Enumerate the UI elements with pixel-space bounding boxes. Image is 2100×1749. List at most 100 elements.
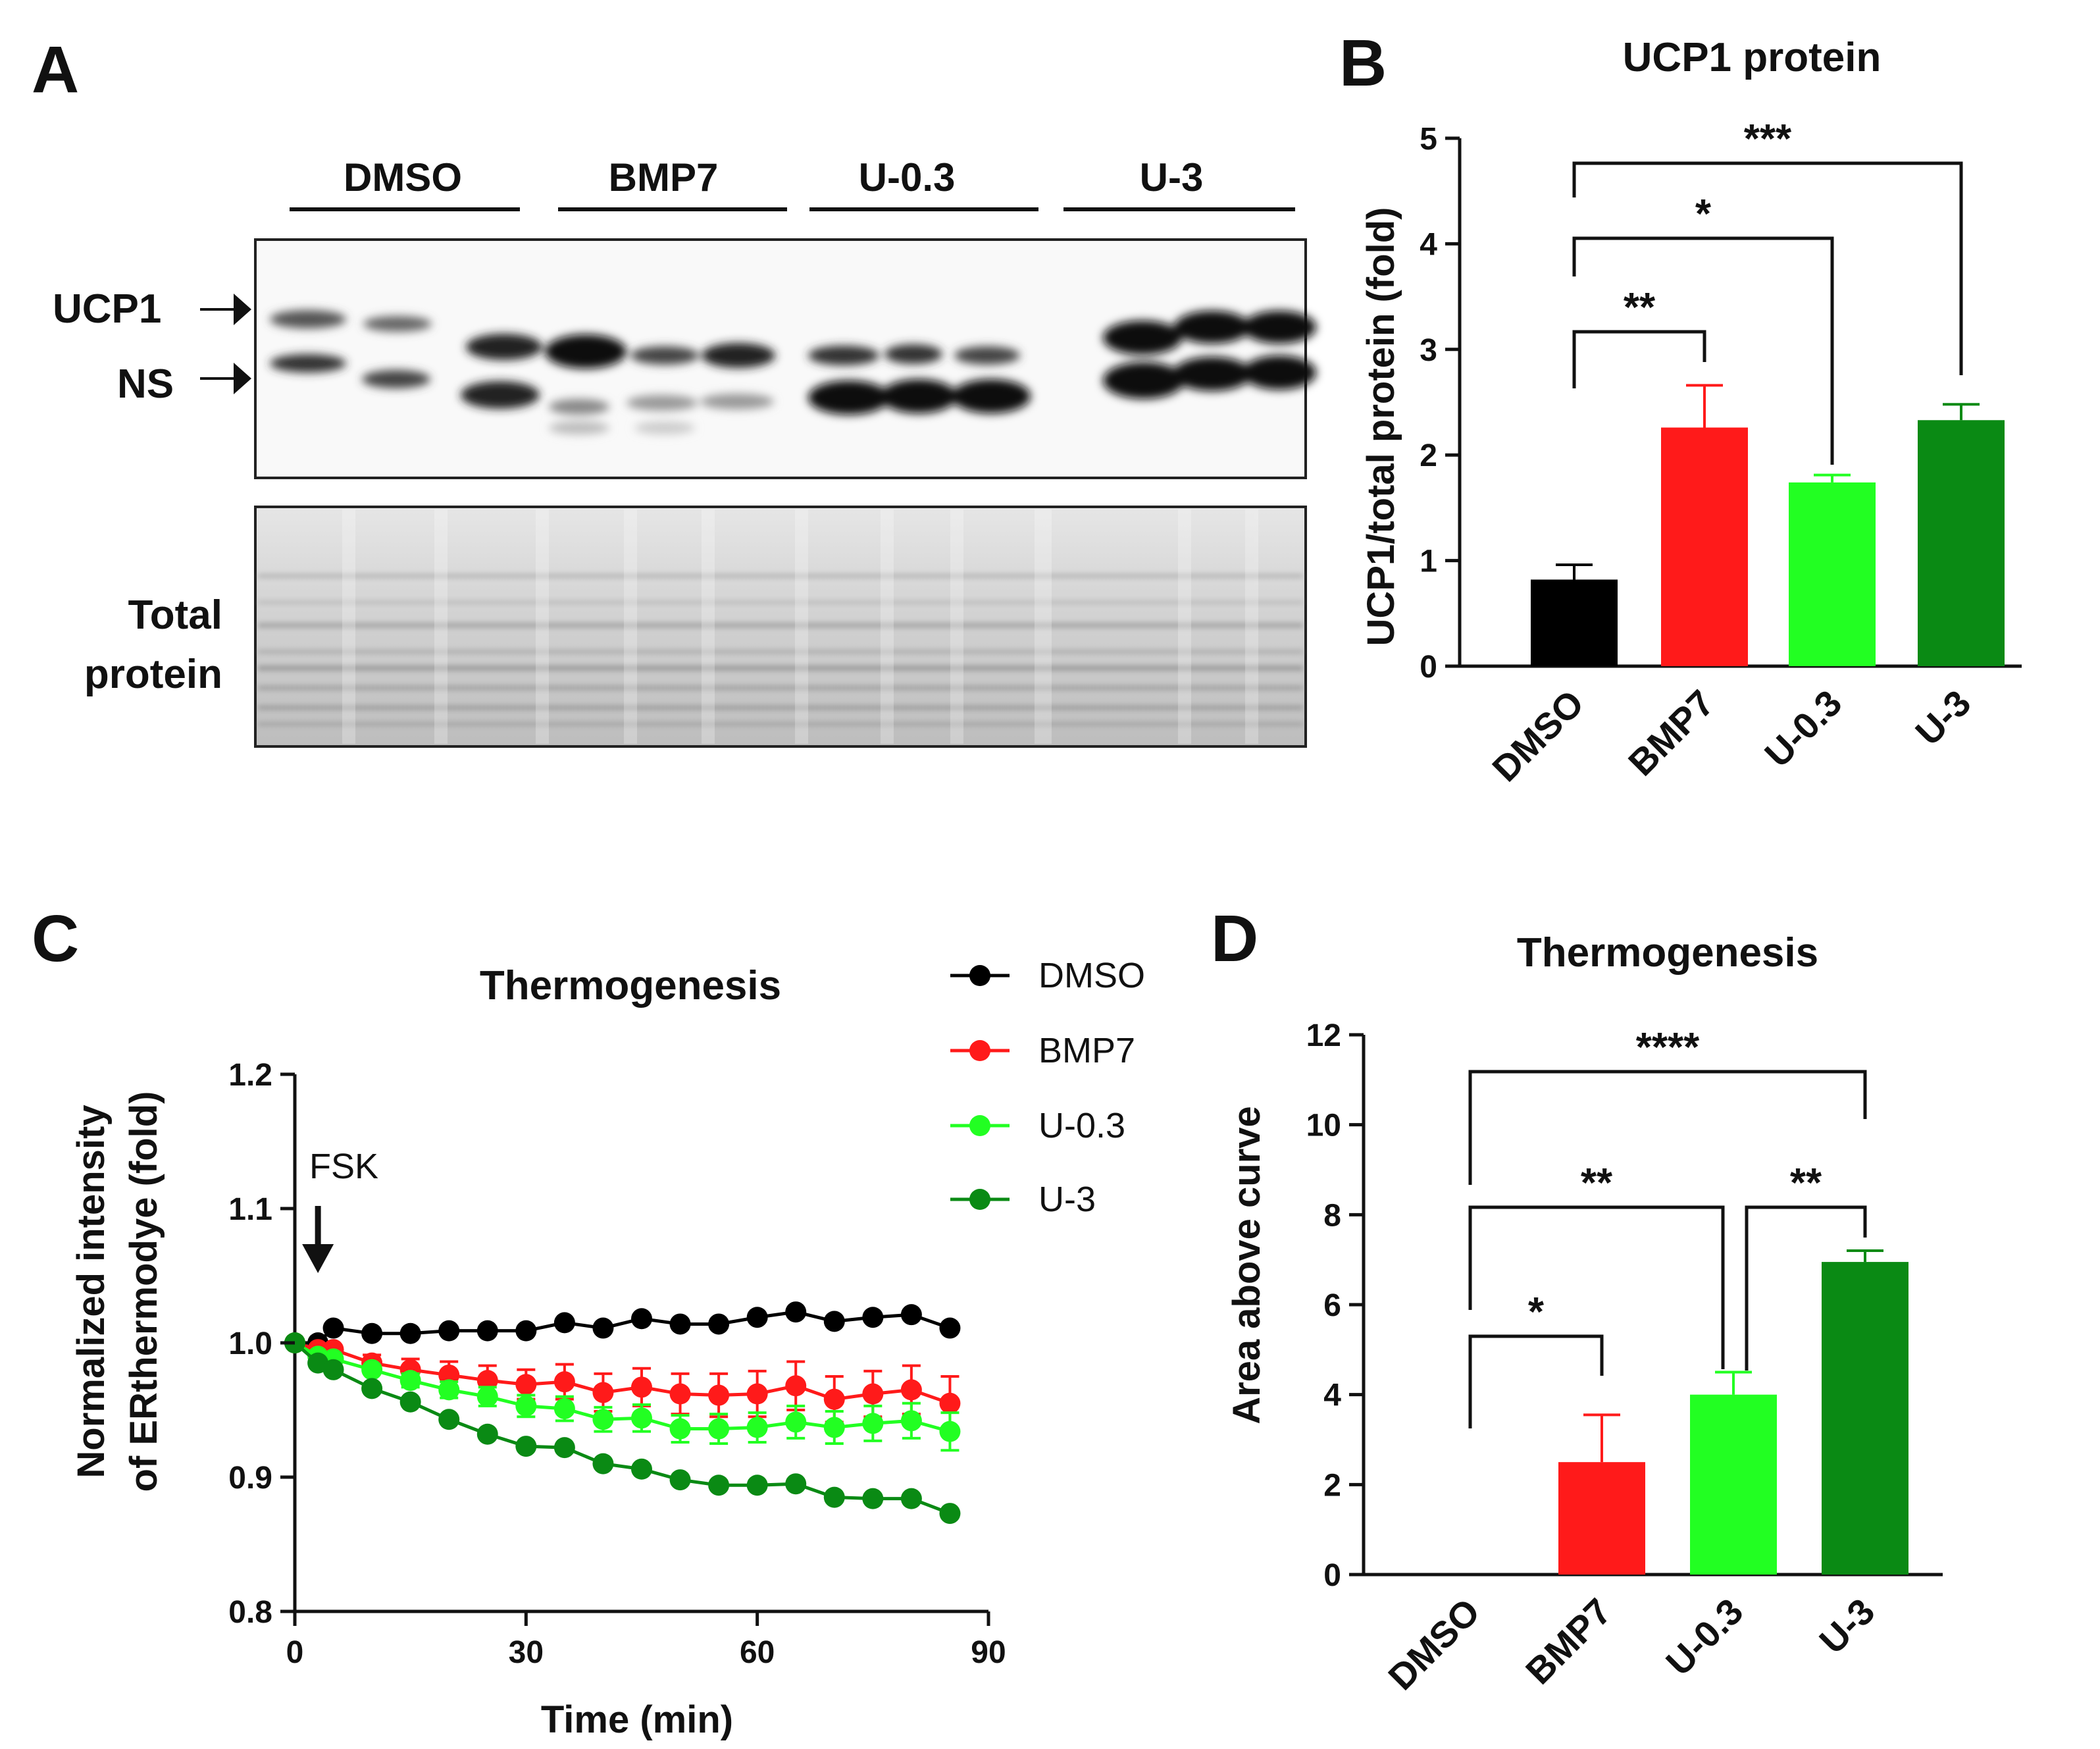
c-point-u03: [361, 1359, 383, 1380]
c-point-u03: [592, 1409, 614, 1430]
chart-c-xlabel: Time (min): [541, 1698, 733, 1741]
b-ytick-label: 1: [1420, 544, 1437, 579]
d-category-u03: U-0.3: [1658, 1590, 1751, 1683]
d-ytick-label: 2: [1323, 1468, 1341, 1503]
total-protein-bands: [258, 574, 1303, 726]
d-sig-label: **: [1581, 1161, 1613, 1206]
c-point-dmso: [361, 1322, 383, 1344]
b-category-dmso: DMSO: [1484, 682, 1591, 789]
chart-c-ylabel-2: of ERthermodye (fold): [122, 1091, 165, 1492]
d-ytick-label: 8: [1323, 1198, 1341, 1233]
c-series-dmso: [284, 1301, 961, 1353]
c-legend-marker-u03: [969, 1115, 990, 1136]
panel-label-a: A: [32, 33, 79, 107]
c-line-dmso: [295, 1310, 951, 1345]
d-category-dmso: DMSO: [1380, 1590, 1487, 1698]
b-category-bmp7: BMP7: [1620, 682, 1722, 784]
c-ytick-label: 1.0: [228, 1326, 272, 1361]
c-point-dmso: [862, 1307, 884, 1328]
c-point-u03: [785, 1411, 807, 1433]
c-point-bmp7: [746, 1383, 768, 1405]
c-point-bmp7: [438, 1364, 460, 1386]
c-point-u3: [361, 1378, 383, 1399]
panel-label-b: B: [1339, 26, 1387, 100]
c-point-u3: [708, 1475, 730, 1496]
b-sig-label: **: [1624, 285, 1656, 330]
lane-label-u3: U-3: [1140, 155, 1204, 199]
c-point-bmp7: [476, 1370, 498, 1392]
c-point-bmp7: [708, 1384, 730, 1406]
chart-b-title: UCP1 protein: [1623, 35, 1882, 80]
c-point-u3: [592, 1453, 614, 1475]
lane-label-u03: U-0.3: [859, 155, 956, 199]
c-point-dmso: [900, 1304, 922, 1326]
c-ytick-label: 0.8: [228, 1595, 272, 1630]
c-point-u03: [631, 1407, 652, 1429]
chart-b-ylabel: UCP1/total protein (fold): [1360, 207, 1402, 646]
b-bar-u3: [1918, 420, 2005, 666]
d-sig-bracket: [1468, 1205, 1725, 1369]
c-point-u3: [476, 1423, 498, 1445]
c-point-u3: [746, 1475, 768, 1496]
total-protein-label-1: Total: [128, 592, 223, 638]
c-point-u3: [939, 1503, 961, 1525]
d-sig-bracket: [1468, 1070, 1867, 1185]
ucp1-arrow-head: [234, 294, 251, 325]
c-point-bmp7: [669, 1383, 691, 1405]
c-point-u3: [553, 1437, 575, 1459]
c-point-dmso: [669, 1313, 691, 1335]
d-ytick-label: 0: [1323, 1558, 1341, 1593]
c-point-u03: [553, 1397, 575, 1419]
c-line-u03: [294, 1341, 951, 1434]
c-point-u3: [515, 1436, 537, 1457]
d-bar-u03: [1690, 1394, 1777, 1575]
d-sig-label: *: [1528, 1290, 1545, 1335]
d-sig-bracket: [1468, 1334, 1604, 1428]
band-label-ucp1: UCP1: [53, 286, 161, 332]
c-point-dmso: [939, 1317, 961, 1339]
c-legend-marker-bmp7: [969, 1040, 990, 1061]
c-legend-marker-dmso: [969, 965, 990, 986]
b-bar-bmp7: [1661, 427, 1748, 666]
c-point-u3: [322, 1359, 344, 1380]
c-legend-label-dmso: DMSO: [1038, 956, 1145, 995]
c-point-u03: [515, 1395, 537, 1417]
c-point-bmp7: [862, 1383, 884, 1405]
c-point-bmp7: [515, 1374, 537, 1396]
ucp1-blot-bands: [270, 310, 1316, 434]
b-sig-bracket: [1572, 330, 1706, 388]
b-sig-label: *: [1695, 192, 1712, 237]
b-category-u3: U-3: [1907, 682, 1978, 753]
c-xtick-label: 60: [740, 1635, 775, 1670]
c-point-dmso: [322, 1317, 344, 1339]
b-ytick-label: 5: [1420, 122, 1437, 157]
c-point-bmp7: [823, 1388, 845, 1410]
chart-c-ylabel-1: Normalized intensity: [70, 1105, 113, 1478]
lane-label-dmso: DMSO: [344, 155, 462, 199]
panel-b-ucp1-bar-chart: UCP1 protein UCP1/total protein (fold) *…: [1360, 35, 2022, 789]
c-point-u03: [746, 1417, 768, 1438]
c-point-u3: [669, 1469, 691, 1491]
c-point-u3: [399, 1391, 421, 1413]
ucp1-blot-image: [254, 238, 1307, 479]
b-bar-u03: [1789, 482, 1876, 666]
d-ytick-label: 10: [1306, 1109, 1341, 1143]
d-sig-label: **: [1790, 1161, 1822, 1206]
c-point-dmso: [476, 1320, 498, 1342]
fsk-arrow-head: [302, 1244, 334, 1273]
b-category-u03: U-0.3: [1756, 682, 1849, 775]
panel-c-thermogenesis-line-chart: Thermogenesis Normalized intensity of ER…: [70, 956, 1145, 1741]
b-ytick-label: 4: [1420, 227, 1437, 262]
chart-c-title: Thermogenesis: [480, 963, 781, 1008]
c-series-u3: [284, 1332, 961, 1525]
c-point-u03: [669, 1418, 691, 1440]
c-ytick-label: 1.1: [228, 1192, 272, 1227]
b-ytick-label: 3: [1420, 333, 1437, 368]
c-point-bmp7: [631, 1376, 652, 1398]
c-point-dmso: [515, 1320, 537, 1342]
c-point-u03: [939, 1421, 961, 1442]
c-xtick-label: 30: [509, 1635, 544, 1670]
c-xtick-label: 0: [286, 1635, 304, 1670]
ns-arrow-head: [234, 363, 251, 394]
